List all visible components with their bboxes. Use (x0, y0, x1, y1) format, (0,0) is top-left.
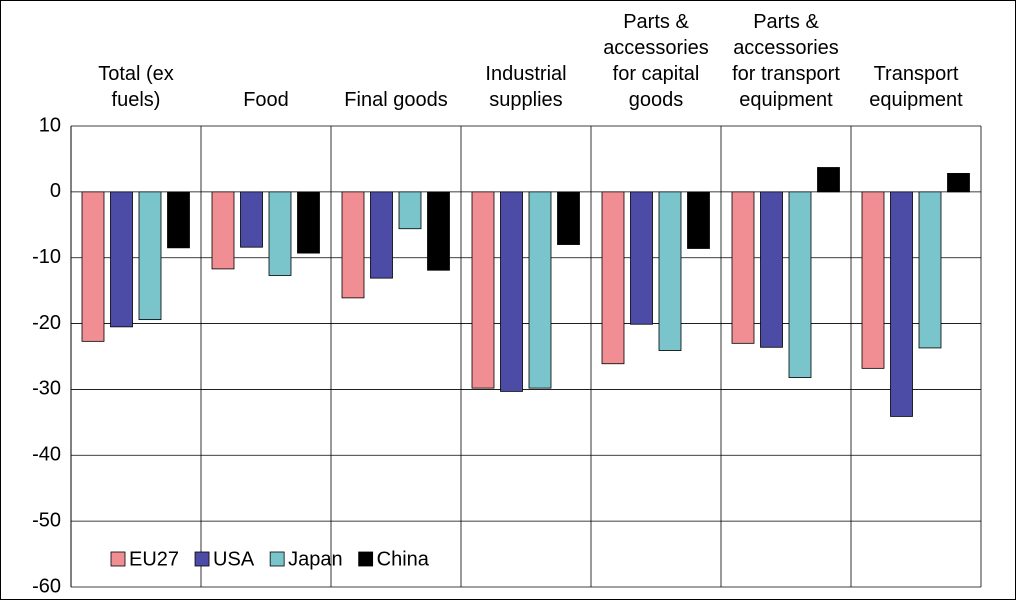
bar (788, 191, 812, 378)
bar (861, 191, 885, 369)
bar (687, 191, 710, 249)
legend-swatch (269, 551, 285, 567)
legend-swatch (194, 551, 210, 567)
bar (890, 191, 913, 417)
bar (211, 191, 235, 270)
legend-swatch (110, 551, 126, 567)
bar (601, 191, 625, 365)
bar (81, 191, 105, 342)
y-tick-label: -20 (32, 312, 61, 334)
category-label: Parts & accessories for transport equipm… (732, 11, 840, 111)
bar (557, 191, 580, 245)
legend-label: Japan (288, 548, 343, 570)
bar (947, 173, 970, 193)
bar (760, 191, 783, 348)
bar (110, 191, 133, 328)
legend-label: China (377, 548, 430, 570)
bar (297, 191, 320, 254)
y-tick-label: -50 (32, 509, 61, 531)
category-label: Final goods (344, 89, 448, 111)
y-tick-label: -40 (32, 444, 61, 466)
category-label: Industrial supplies (485, 63, 567, 111)
bar (658, 191, 682, 351)
bar (918, 191, 942, 349)
legend-label: USA (213, 548, 255, 570)
y-tick-label: -10 (32, 246, 61, 268)
bar (630, 191, 653, 325)
bar (167, 191, 190, 249)
bar (528, 191, 552, 389)
legend-label: EU27 (129, 548, 179, 570)
y-tick-label: -60 (32, 575, 61, 597)
legend-swatch (358, 551, 374, 567)
category-label: Transport equipment (869, 63, 963, 111)
y-tick-label: 0 (50, 180, 61, 202)
category-label: Total (ex fuels) (98, 63, 174, 111)
bar (427, 191, 450, 271)
bar (268, 191, 292, 276)
category-label: Parts & accessories for capital goods (603, 11, 709, 111)
bar (240, 191, 263, 248)
bar (500, 191, 523, 392)
bar (398, 191, 422, 230)
y-tick-label: 10 (39, 114, 61, 136)
bar (138, 191, 162, 321)
bar (731, 191, 755, 344)
bar (817, 167, 840, 193)
bar (341, 191, 365, 299)
y-tick-label: -30 (32, 378, 61, 400)
category-label: Food (243, 89, 289, 111)
bar (370, 191, 393, 279)
bar (471, 191, 495, 389)
